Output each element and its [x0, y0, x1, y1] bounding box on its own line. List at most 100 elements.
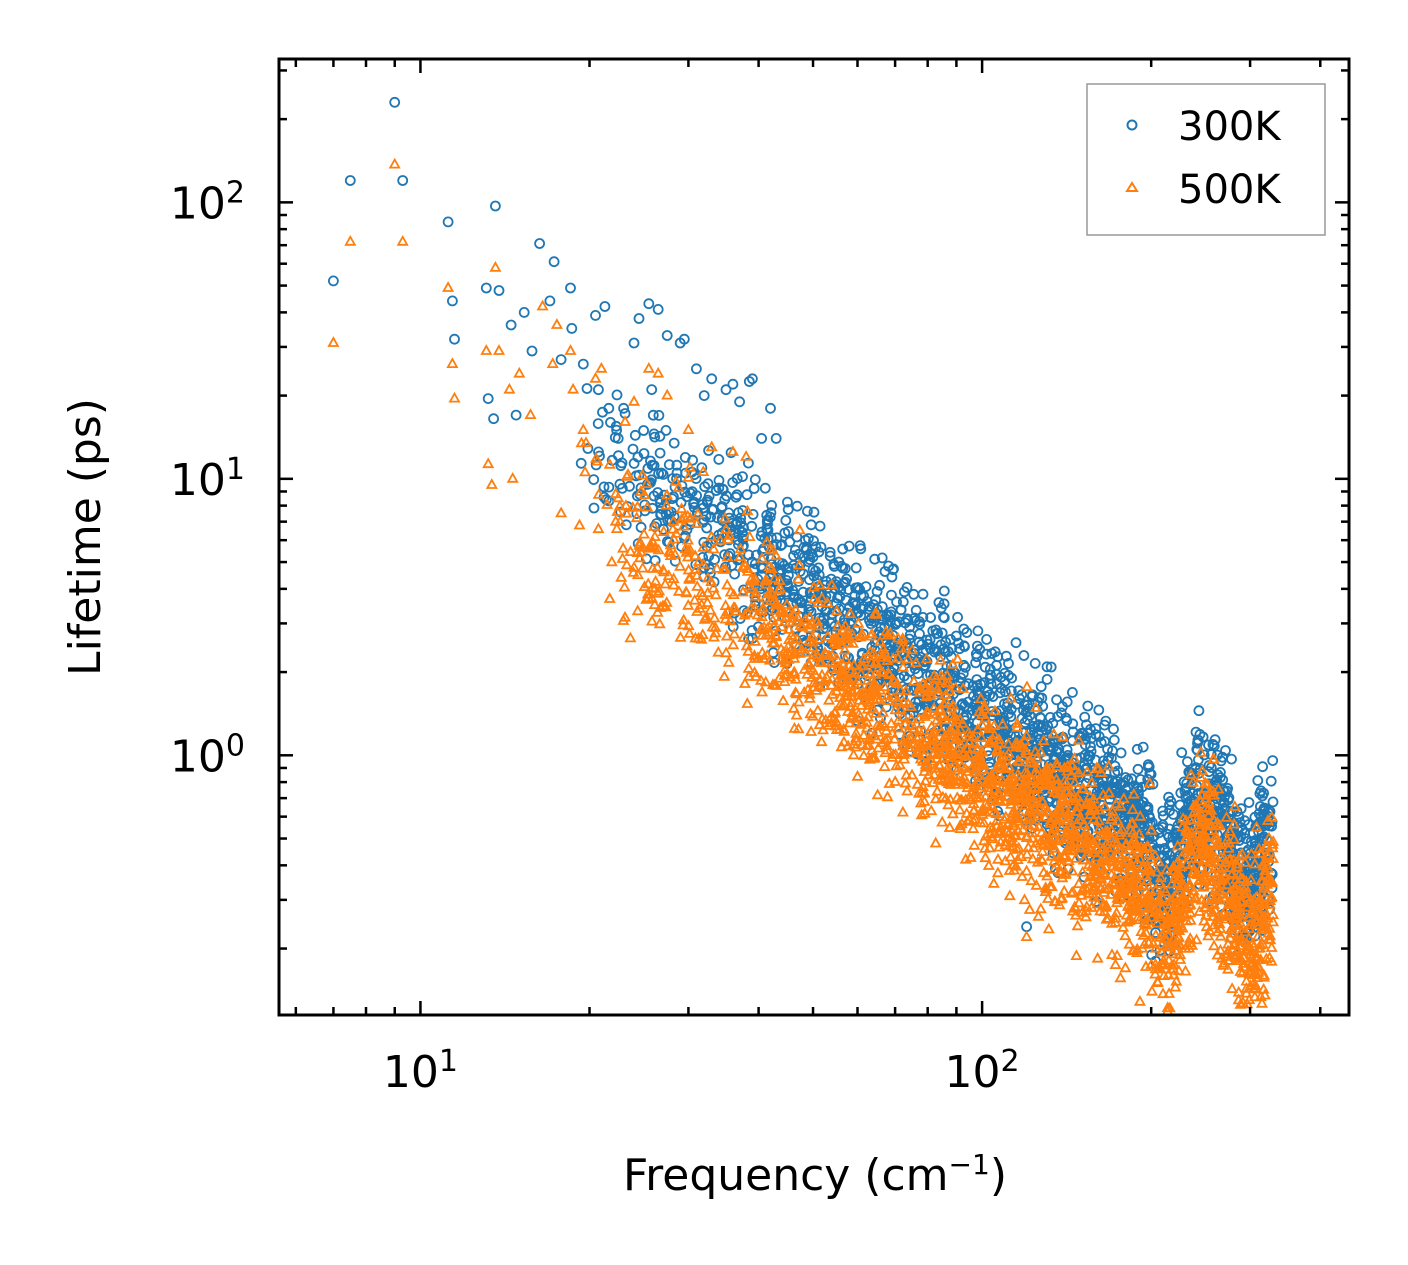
- data-point: [1132, 843, 1145, 855]
- data-point: [931, 687, 945, 699]
- data-point: [743, 457, 754, 469]
- data-point: [1194, 770, 1207, 782]
- data-point: [573, 518, 586, 530]
- data-point: [1227, 853, 1240, 865]
- data-point: [1222, 842, 1235, 853]
- data-point: [876, 736, 889, 747]
- data-point: [896, 632, 909, 643]
- data-point: [1236, 966, 1249, 978]
- data-point: [1257, 790, 1268, 802]
- data-point: [1020, 774, 1033, 786]
- data-point: [770, 549, 783, 561]
- data-point: [741, 562, 754, 573]
- data-point: [826, 648, 839, 660]
- y-tick-label: 102: [170, 175, 245, 229]
- data-point: [638, 580, 651, 591]
- data-point: [1207, 788, 1220, 800]
- data-point: [939, 688, 952, 699]
- data-point: [1183, 813, 1197, 825]
- data-point: [815, 541, 827, 553]
- data-point: [603, 457, 616, 469]
- data-point: [812, 632, 825, 644]
- data-point: [741, 504, 754, 516]
- data-point: [628, 337, 640, 349]
- data-point: [1074, 730, 1085, 742]
- data-point: [1217, 956, 1230, 968]
- data-point: [1165, 877, 1178, 889]
- data-point: [1009, 859, 1023, 871]
- data-point: [934, 704, 947, 716]
- data-point: [756, 432, 767, 444]
- data-point: [1199, 781, 1212, 793]
- data-point: [994, 821, 1007, 832]
- data-point: [768, 619, 781, 631]
- data-point: [1053, 800, 1066, 812]
- data-point: [1201, 862, 1214, 874]
- data-point: [774, 582, 787, 594]
- data-point: [887, 564, 899, 576]
- data-point: [489, 260, 502, 272]
- legend-box: [1086, 83, 1326, 236]
- data-point: [1048, 842, 1061, 853]
- data-point: [1018, 704, 1029, 716]
- data-point: [1090, 761, 1103, 773]
- data-point: [864, 667, 877, 678]
- data-point: [710, 562, 723, 573]
- data-point: [821, 630, 834, 641]
- data-point: [887, 673, 900, 685]
- data-point: [887, 651, 900, 663]
- data-point: [1250, 820, 1263, 832]
- data-point: [1068, 751, 1081, 763]
- data-point: [1104, 888, 1118, 899]
- data-point: [1203, 739, 1214, 751]
- data-point: [976, 718, 989, 730]
- data-point: [802, 657, 815, 668]
- data-point: [1099, 869, 1112, 880]
- data-point: [1018, 893, 1031, 905]
- data-point: [960, 749, 973, 761]
- data-point: [546, 357, 559, 368]
- data-point: [692, 554, 705, 566]
- data-point: [448, 391, 461, 403]
- data-point: [646, 384, 658, 396]
- data-point: [1019, 766, 1032, 777]
- data-point: [881, 743, 894, 755]
- data-point: [1149, 957, 1162, 969]
- data-point: [847, 737, 860, 749]
- data-point: [663, 545, 676, 556]
- data-point: [841, 573, 852, 585]
- data-point: [1248, 857, 1261, 869]
- data-point: [1034, 745, 1047, 757]
- data-point: [1079, 825, 1092, 836]
- data-point: [871, 788, 884, 800]
- data-point: [799, 613, 812, 624]
- data-point: [778, 675, 791, 686]
- data-point: [1011, 792, 1024, 803]
- data-point: [577, 358, 589, 370]
- data-point: [1128, 833, 1141, 845]
- data-point: [648, 598, 661, 609]
- data-point: [677, 618, 690, 630]
- data-point: [344, 234, 357, 246]
- data-point: [1174, 917, 1187, 929]
- data-point: [780, 515, 792, 526]
- data-point: [734, 396, 745, 408]
- data-point: [622, 468, 635, 479]
- data-point: [1106, 855, 1119, 867]
- data-point: [1234, 951, 1247, 963]
- data-point: [592, 522, 605, 534]
- data-point: [766, 499, 777, 511]
- data-point: [1209, 734, 1221, 746]
- data-point: [631, 604, 644, 616]
- data-point: [1258, 805, 1270, 817]
- data-point: [891, 596, 902, 608]
- data-point: [738, 677, 751, 688]
- data-point: [1017, 790, 1030, 802]
- data-point: [903, 719, 917, 731]
- data-point: [482, 393, 494, 405]
- data-point: [1147, 937, 1160, 949]
- data-point: [550, 318, 563, 329]
- data-point: [816, 712, 829, 724]
- data-point: [759, 675, 772, 687]
- data-point: [1042, 922, 1055, 934]
